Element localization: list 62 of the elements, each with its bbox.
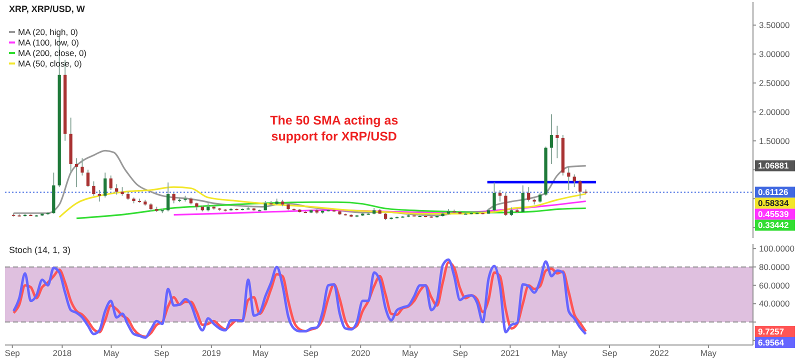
- x-tick-label: May: [551, 348, 568, 358]
- line-series: [58, 186, 587, 218]
- candlestick: [104, 172, 107, 198]
- candlestick: [80, 158, 84, 176]
- x-tick-label: May: [103, 348, 120, 358]
- legend-label: MA (20, high, 0): [18, 26, 78, 37]
- candlestick: [527, 186, 530, 202]
- y-tick-label: 3.00000: [759, 49, 790, 60]
- x-tick-label: Sep: [303, 348, 319, 358]
- text: 0.45539: [758, 209, 789, 220]
- legend-label: MA (200, close, 0): [18, 48, 87, 58]
- x-tick-label: May: [402, 348, 419, 358]
- ref-line-label: 0.61126: [758, 187, 789, 198]
- candlestick: [86, 169, 90, 188]
- candlestick: [166, 182, 170, 212]
- y-tick-label: 80.0000: [759, 262, 790, 272]
- chart-title: XRP, XRP/USD, W: [9, 4, 86, 14]
- text: 6.9564: [758, 337, 784, 348]
- y-tick-label: 3.50000: [759, 20, 790, 30]
- y-tick-label: 2.50000: [759, 78, 790, 88]
- candlestick: [556, 125, 559, 159]
- x-tick-label: Sep: [452, 348, 468, 358]
- y-tick-label: 100.0000: [759, 244, 795, 254]
- x-tick-label: 2022: [650, 348, 670, 358]
- x-tick-label: Sep: [602, 348, 618, 358]
- candlestick: [74, 158, 78, 188]
- x-tick-label: 2018: [52, 348, 72, 358]
- line-series: [12, 150, 587, 216]
- candlestick: [98, 189, 101, 202]
- x-tick-label: 2021: [500, 348, 520, 358]
- candlestick: [521, 184, 524, 212]
- x-tick-label: 2019: [202, 348, 222, 358]
- candlestick: [498, 189, 502, 202]
- candlestick: [567, 166, 570, 190]
- text: 0.33442: [758, 220, 789, 230]
- chart-title: Stoch (14, 1, 3): [9, 245, 71, 255]
- x-tick-label: Sep: [154, 348, 170, 358]
- y-tick-label: 2.00000: [759, 106, 790, 117]
- y-tick-label: 40.0000: [759, 298, 790, 309]
- legend-label: MA (50, close, 0): [18, 58, 82, 68]
- text: 1.06881: [758, 160, 789, 171]
- legend-label: MA (100, low, 0): [18, 37, 80, 48]
- line-series: [76, 201, 587, 220]
- x-tick-label: May: [252, 348, 270, 358]
- candlestick: [572, 174, 576, 188]
- annotation: The 50 SMA acting as support for XRP/USD: [270, 114, 398, 144]
- candlestick: [172, 192, 176, 204]
- candlestick: [109, 175, 112, 190]
- line-series: [173, 200, 587, 216]
- candlestick: [538, 192, 542, 204]
- x-tick-label: 2020: [351, 348, 370, 358]
- x-tick-label: Sep: [4, 348, 20, 358]
- candlestick: [550, 114, 554, 164]
- y-tick-label: 1.50000: [759, 136, 790, 146]
- y-tick-label: 60.0000: [759, 280, 790, 290]
- text: 9.7257: [758, 326, 784, 336]
- candlestick: [92, 180, 96, 196]
- text: 0.58334: [758, 198, 789, 208]
- candlestick: [492, 182, 496, 212]
- x-tick-label: May: [700, 348, 718, 358]
- candlestick: [504, 192, 508, 217]
- candlestick: [578, 180, 582, 200]
